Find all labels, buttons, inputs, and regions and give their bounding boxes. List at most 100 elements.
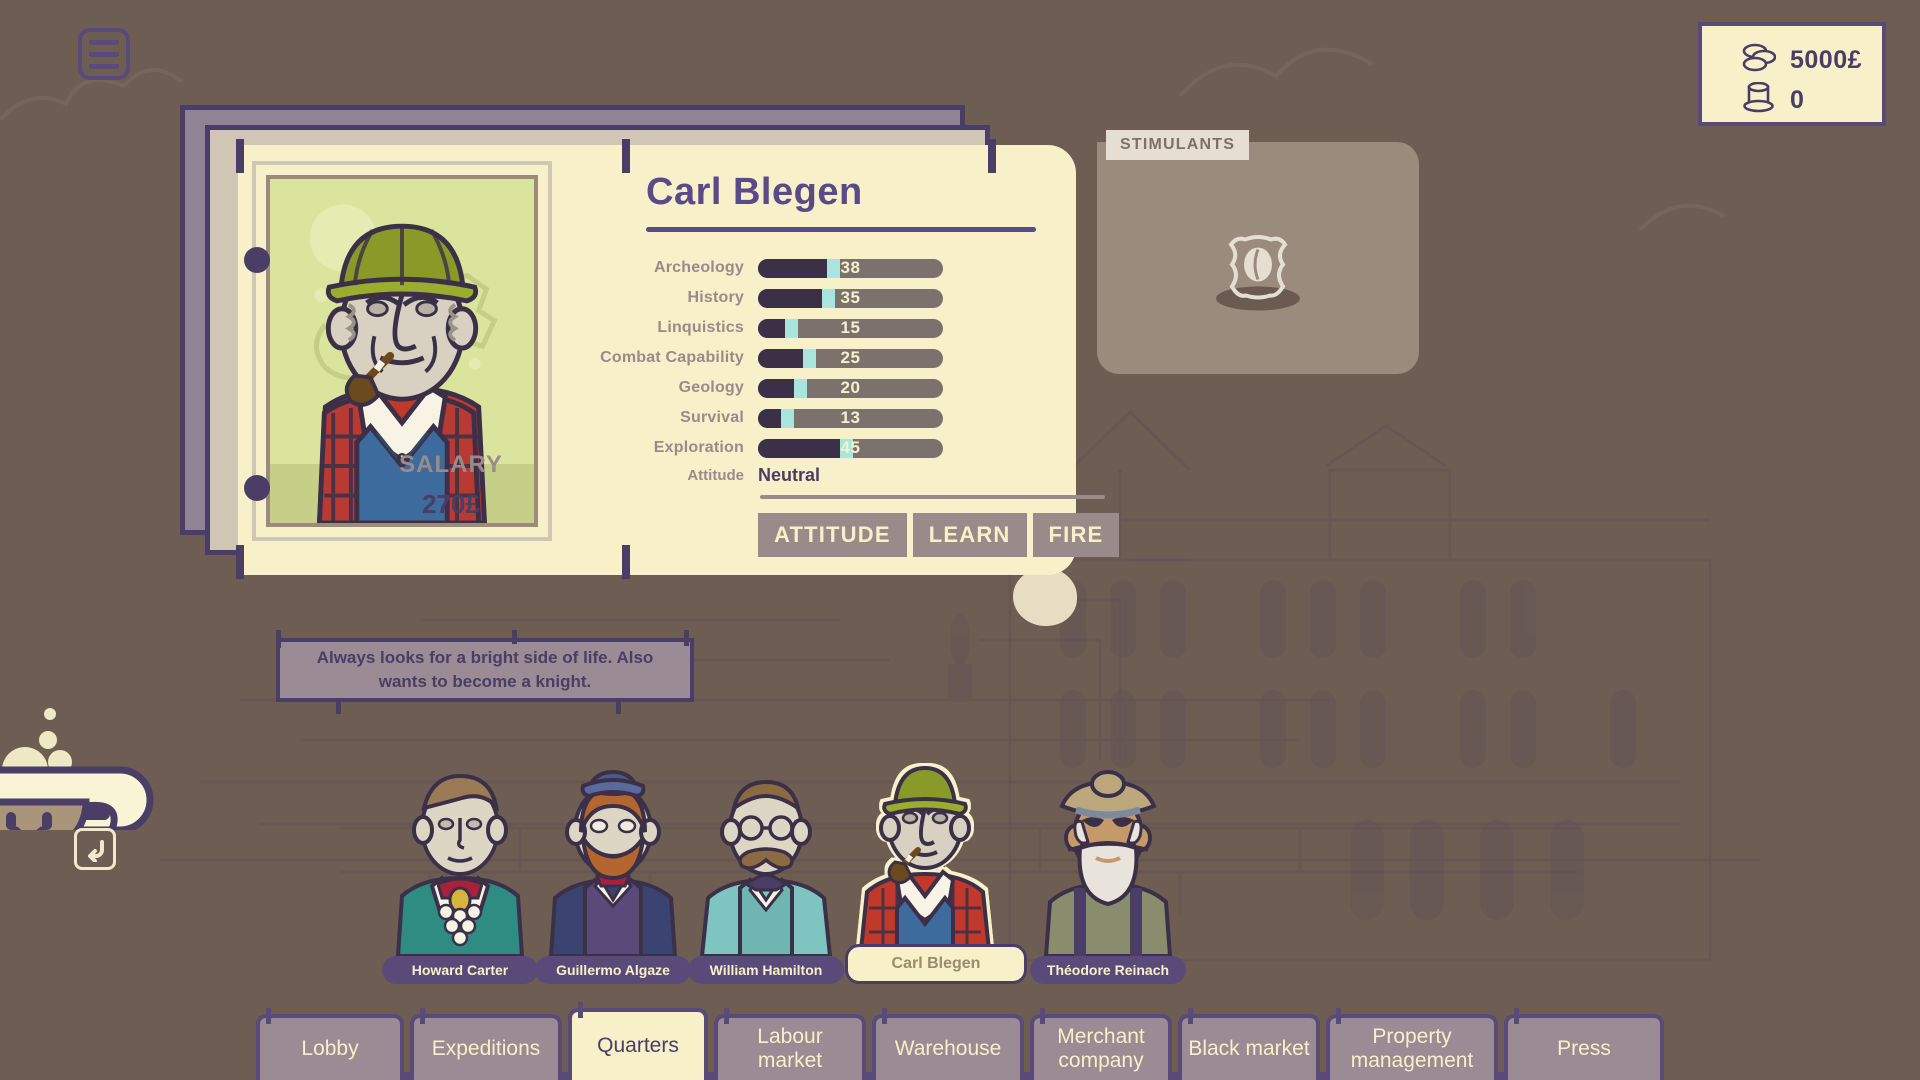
tab-hook	[1336, 1008, 1341, 1024]
character-slot[interactable]: Guillermo Algaze	[533, 766, 693, 984]
character-detail-card: Carl Blegen Archeology 38 History 35 Linquis…	[236, 139, 1120, 579]
stat-label: Exploration	[653, 439, 744, 456]
tab-hook	[724, 1008, 729, 1024]
stat-bar-marker	[784, 318, 798, 338]
menu-line	[89, 51, 119, 57]
character-slot[interactable]: Carl Blegen	[845, 760, 1027, 984]
salary-label: SALARY	[399, 451, 503, 478]
stat-value: 35	[840, 288, 861, 308]
stat-bar-fill	[758, 408, 783, 428]
character-avatar[interactable]	[686, 766, 846, 956]
card-tack	[622, 545, 630, 579]
tab-labour-market[interactable]: Labour market	[714, 1008, 866, 1080]
undo-arrow-icon[interactable]	[74, 828, 116, 870]
salary-value: 270£	[422, 489, 480, 519]
card-tack	[622, 139, 630, 173]
tab-merchant-company[interactable]: Merchant company	[1030, 1008, 1172, 1080]
tab-label: Lobby	[301, 1036, 359, 1060]
stat-value: 13	[840, 408, 861, 428]
tab-lobby[interactable]: Lobby	[256, 1008, 404, 1080]
actions-divider	[760, 495, 1105, 499]
stat-bar: 15	[758, 318, 943, 338]
tab-property-management[interactable]: Property management	[1326, 1008, 1498, 1080]
stat-value: 38	[840, 258, 861, 278]
tab-hook	[882, 1008, 887, 1024]
coins-value: 5000£	[1790, 45, 1863, 74]
stat-bar: 45	[758, 438, 943, 458]
stat-bar-marker	[840, 438, 854, 458]
character-slot[interactable]: William Hamilton	[686, 766, 846, 984]
tab-expeditions[interactable]: Expeditions	[410, 1008, 562, 1080]
stat-bar-fill	[758, 438, 842, 458]
portrait-pin	[244, 475, 270, 501]
tooltip-tack	[616, 700, 621, 714]
tab-label: Black market	[1188, 1036, 1310, 1060]
hat-value: 0	[1790, 85, 1805, 114]
page-title: Carl Blegen	[646, 171, 863, 213]
menu-line	[89, 39, 119, 45]
character-portrait-carl-blegen	[266, 175, 538, 527]
stat-bar: 13	[758, 408, 943, 428]
card-action-buttons: ATTITUDE LEARN FIRE	[758, 513, 1120, 557]
character-avatar[interactable]	[1028, 766, 1188, 956]
character-name-label[interactable]: Howard Carter	[382, 956, 538, 984]
tab-label: Press	[1557, 1036, 1611, 1060]
stat-bar-marker	[781, 408, 795, 428]
character-name-label[interactable]: Théodore Reinach	[1030, 956, 1186, 984]
stat-bar-marker	[821, 288, 835, 308]
stat-bar: 20	[758, 378, 943, 398]
hamburger-menu-icon[interactable]	[78, 28, 130, 80]
character-avatar[interactable]	[533, 766, 693, 956]
character-slot[interactable]: Théodore Reinach	[1028, 766, 1188, 984]
character-roster: Howard Carter Guillermo Algaze William H…	[0, 724, 1920, 984]
learn-button[interactable]: LEARN	[912, 513, 1027, 557]
tab-label: Property management	[1350, 1024, 1474, 1072]
coffee-bean-sack-icon[interactable]	[1203, 215, 1313, 320]
portrait-pin	[244, 247, 270, 273]
character-slot[interactable]: Howard Carter	[380, 766, 540, 984]
tooltip-text: Always looks for a bright side of life. …	[316, 648, 654, 691]
menu-line	[89, 63, 119, 69]
tab-quarters[interactable]: Quarters	[568, 1002, 708, 1080]
character-description-tooltip: Always looks for a bright side of life. …	[276, 630, 694, 714]
stimulants-panel[interactable]: STIMULANTS	[1097, 130, 1419, 374]
stat-bar-marker	[803, 348, 817, 368]
stat-label: Combat Capability	[600, 349, 744, 366]
card-tack	[988, 139, 996, 173]
tab-label: Merchant company	[1057, 1024, 1145, 1072]
tooltip-tack	[276, 630, 281, 648]
tab-warehouse[interactable]: Warehouse	[872, 1008, 1024, 1080]
tab-label: Expeditions	[431, 1036, 541, 1060]
character-avatar[interactable]	[380, 766, 540, 956]
stat-row: Survival 13	[568, 403, 1068, 433]
money-row-hats: 0	[1742, 80, 1882, 120]
character-name-label[interactable]: William Hamilton	[688, 956, 844, 984]
stat-bar-fill	[758, 318, 786, 338]
tab-press[interactable]: Press	[1504, 1008, 1664, 1080]
attitude-button[interactable]: ATTITUDE	[758, 513, 907, 557]
stat-row: Archeology 38	[568, 253, 1068, 283]
stat-bar-fill	[758, 348, 805, 368]
stat-list: Archeology 38 History 35 Linquistics 15 Combat…	[568, 253, 1068, 463]
tab-black-market[interactable]: Black market	[1178, 1008, 1320, 1080]
stat-value: 15	[840, 318, 861, 338]
salary-block: SALARY 270£	[386, 451, 516, 520]
resources-panel: 5000£ 0	[1698, 22, 1886, 126]
character-name-label[interactable]: Carl Blegen	[845, 944, 1027, 984]
portrait-frame	[244, 161, 552, 541]
stat-row: History 35	[568, 283, 1068, 313]
coffee-cup-icon[interactable]	[0, 690, 160, 856]
character-avatar[interactable]	[845, 760, 1005, 950]
title-divider	[646, 227, 1036, 232]
stat-row: Combat Capability 25	[568, 343, 1068, 373]
card-tack	[236, 139, 244, 173]
stat-label: Geology	[678, 379, 744, 396]
stimulants-title: STIMULANTS	[1106, 130, 1250, 160]
tab-label: Warehouse	[894, 1036, 1002, 1060]
decorative-blob	[1013, 568, 1077, 626]
character-name-label[interactable]: Guillermo Algaze	[535, 956, 691, 984]
stat-label: Archeology	[653, 259, 744, 276]
fire-button[interactable]: FIRE	[1032, 513, 1120, 557]
stat-bar: 35	[758, 288, 943, 308]
tab-hook	[420, 1008, 425, 1024]
